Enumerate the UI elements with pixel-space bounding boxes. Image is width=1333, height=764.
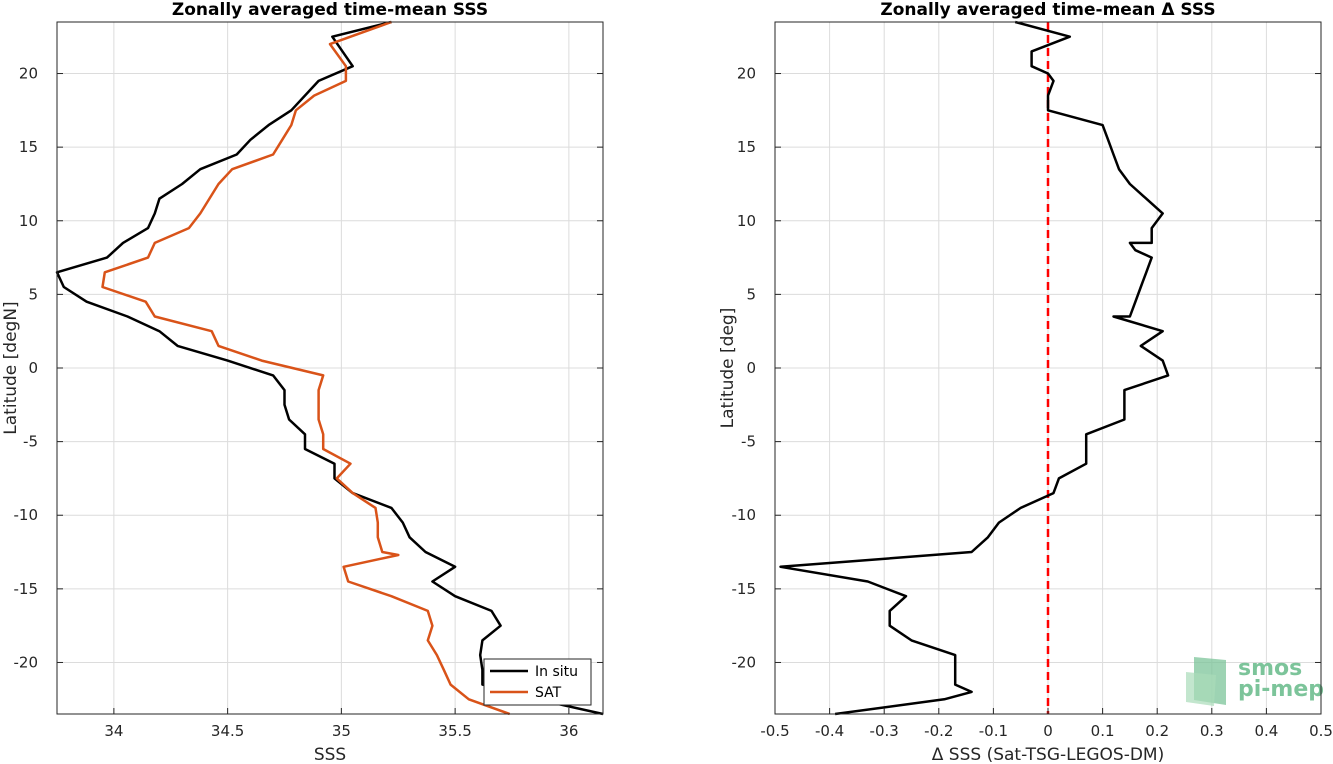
series-line-in-situ bbox=[55, 20, 604, 716]
legend-box bbox=[483, 658, 592, 706]
y-tick-label: -10 bbox=[732, 506, 757, 524]
legend-label-sat: SAT bbox=[535, 685, 562, 701]
right-y-axis-label: Latitude [deg] bbox=[718, 308, 738, 429]
right-chart-title: Zonally averaged time-mean Δ SSS bbox=[880, 0, 1215, 20]
x-tick-label: 0.1 bbox=[1091, 722, 1115, 740]
y-tick-label: 20 bbox=[19, 65, 38, 83]
y-tick-label: -10 bbox=[14, 506, 39, 524]
right-x-axis-label: Δ SSS (Sat-TSG-LEGOS-DM) bbox=[932, 745, 1164, 764]
y-tick-label: 5 bbox=[746, 285, 756, 303]
x-tick-label: 34.5 bbox=[211, 722, 244, 740]
x-tick-label: 0.2 bbox=[1145, 722, 1169, 740]
x-tick-label: -0.5 bbox=[760, 722, 789, 740]
left-y-axis-label: Latitude [degN] bbox=[1, 301, 21, 434]
x-tick-label: 0.4 bbox=[1254, 722, 1278, 740]
legend-label-in-situ: In situ bbox=[535, 664, 578, 680]
x-tick-label: -0.3 bbox=[870, 722, 899, 740]
x-tick-label: 0.3 bbox=[1200, 722, 1224, 740]
y-tick-label: -5 bbox=[741, 433, 756, 451]
y-tick-label: 15 bbox=[19, 138, 38, 156]
series-line-delta-sss bbox=[779, 20, 1170, 716]
y-tick-label: -20 bbox=[732, 653, 757, 671]
y-tick-label: -20 bbox=[14, 653, 39, 671]
left-chart-title: Zonally averaged time-mean SSS bbox=[172, 0, 488, 20]
y-tick-label: 10 bbox=[737, 212, 756, 230]
y-tick-label: 5 bbox=[28, 285, 38, 303]
logo-text-pi-mep: pi-mep bbox=[1238, 677, 1324, 702]
x-tick-label: 35 bbox=[332, 722, 351, 740]
x-tick-label: 36 bbox=[559, 722, 578, 740]
x-tick-label: 35.5 bbox=[438, 722, 471, 740]
logo-text-smos: smos bbox=[1238, 656, 1302, 681]
smos-pi-mep-logo: smos pi-mep bbox=[1186, 656, 1324, 706]
left-chart-panel: 34 34.5 35 35.5 36 -20 -15 -10 -5 0 5 10 15 20 Zonal… bbox=[1, 0, 604, 764]
y-tick-label: -15 bbox=[732, 580, 757, 598]
y-tick-label: 10 bbox=[19, 212, 38, 230]
right-chart-panel: smos pi-mep -0.5 -0.4 -0.3 -0.2 -0.1 0 0.1 0.2 0… bbox=[718, 0, 1333, 764]
legend: In situ SAT bbox=[483, 658, 592, 706]
left-x-axis-label: SSS bbox=[314, 745, 346, 764]
x-tick-label: 34 bbox=[104, 722, 123, 740]
logo-mark-front bbox=[1186, 672, 1216, 706]
y-tick-label: -15 bbox=[14, 580, 39, 598]
series-line-sat bbox=[101, 20, 511, 716]
x-tick-label: 0.5 bbox=[1309, 722, 1333, 740]
y-tick-label: -5 bbox=[23, 433, 38, 451]
y-tick-label: 15 bbox=[737, 138, 756, 156]
x-tick-label: -0.4 bbox=[815, 722, 844, 740]
y-tick-label: 0 bbox=[746, 359, 756, 377]
x-tick-label: 0 bbox=[1043, 722, 1053, 740]
x-tick-label: -0.1 bbox=[979, 722, 1008, 740]
y-tick-label: 0 bbox=[28, 359, 38, 377]
x-tick-label: -0.2 bbox=[924, 722, 953, 740]
y-tick-label: 20 bbox=[737, 65, 756, 83]
